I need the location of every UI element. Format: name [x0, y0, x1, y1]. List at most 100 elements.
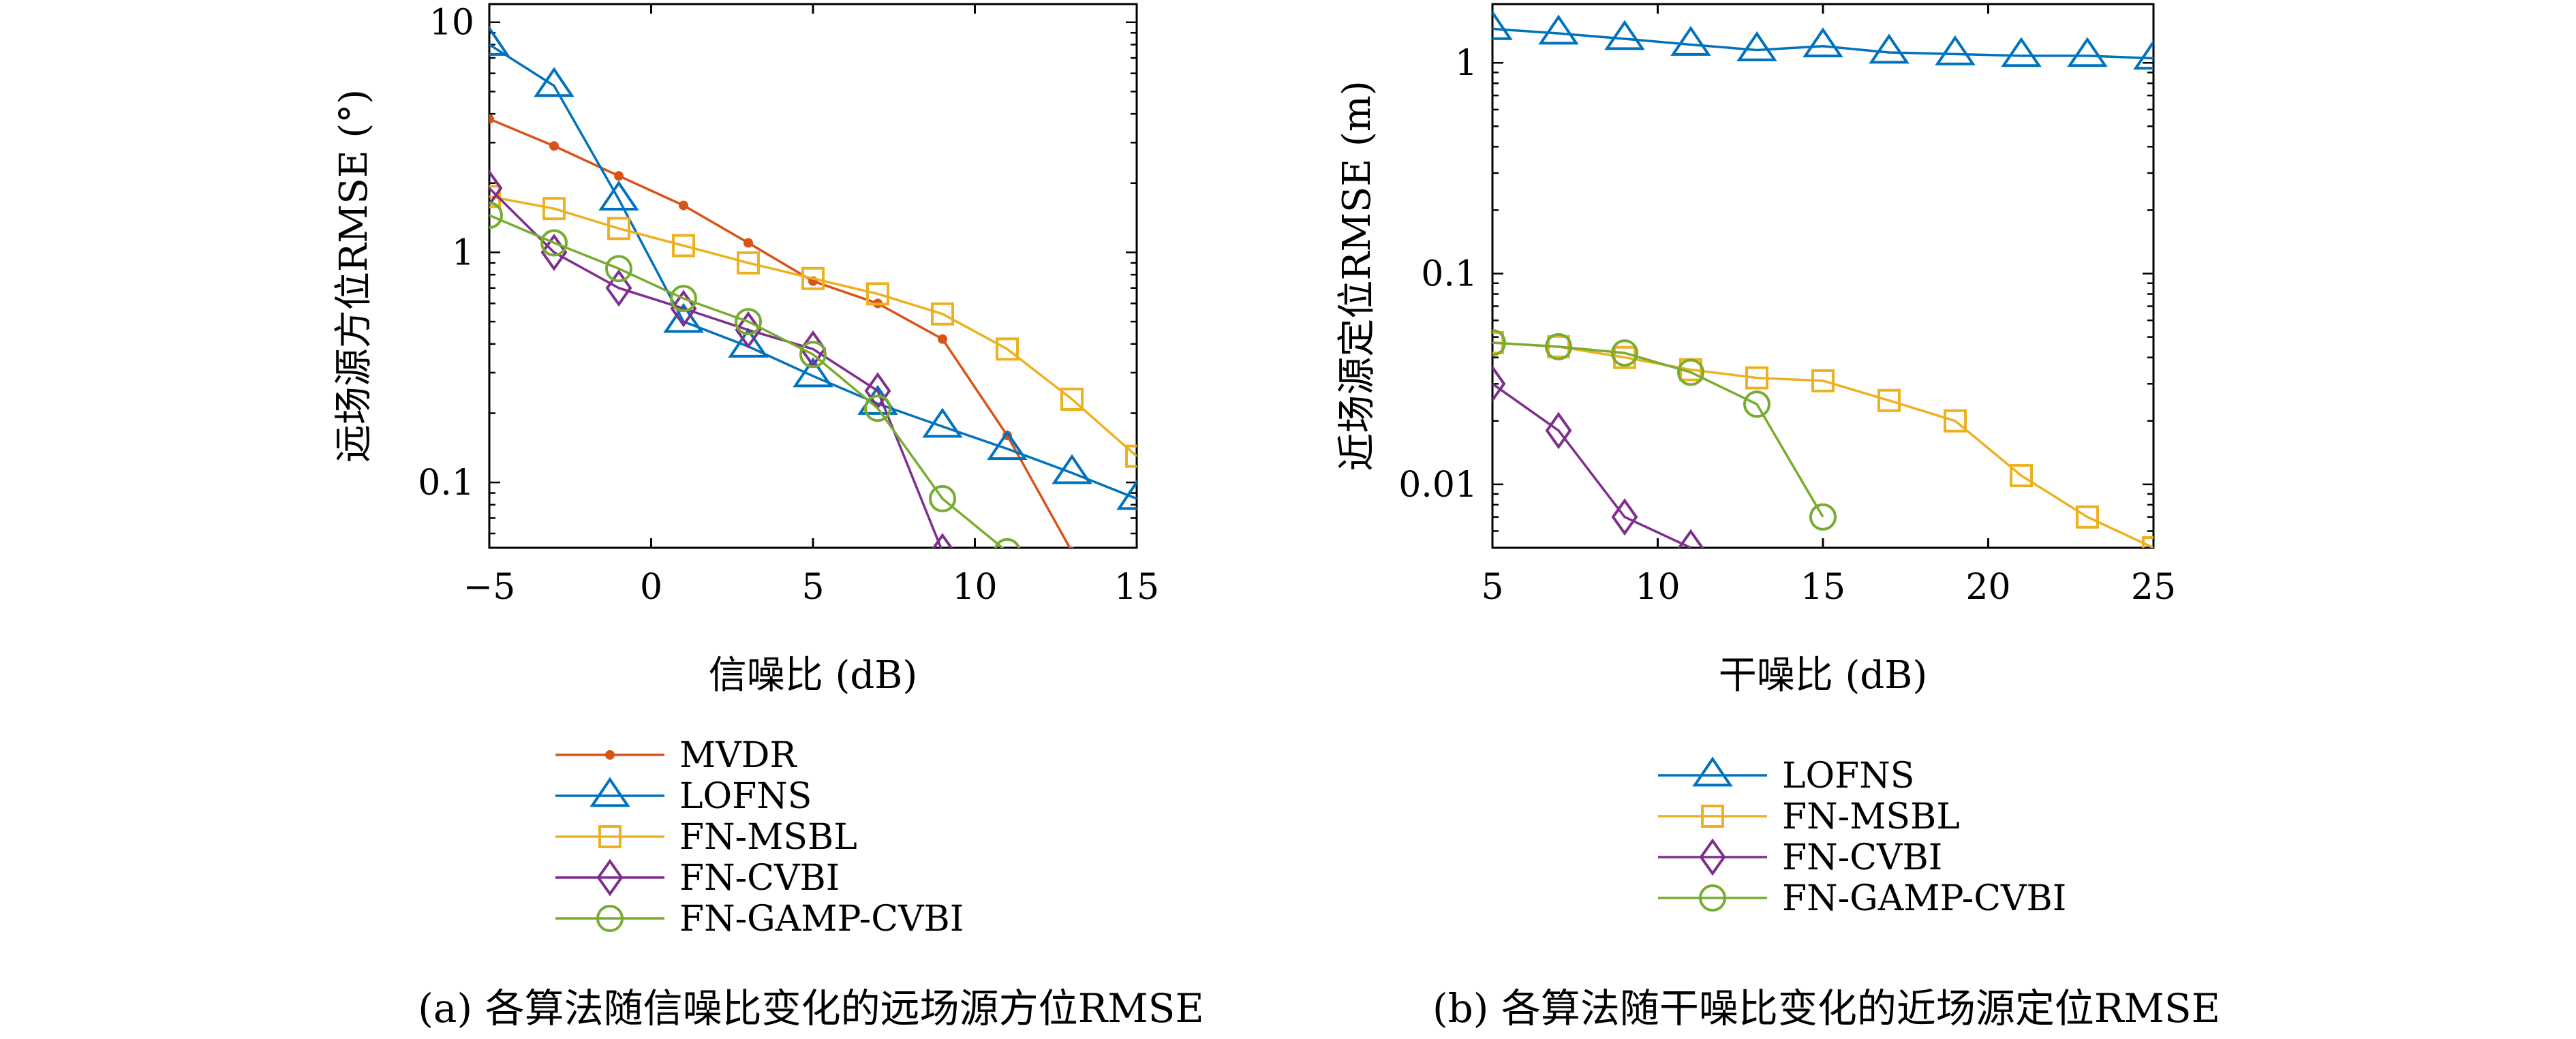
- data-point: [670, 285, 697, 313]
- data-point: [1604, 20, 1645, 50]
- data-point: [2133, 40, 2153, 70]
- plot-frame: [1491, 3, 2155, 549]
- legend-label: FN-CVBI: [1782, 837, 1942, 878]
- legend-label: FN-GAMP-CVBI: [1782, 878, 2066, 919]
- data-point: [1116, 480, 1137, 510]
- data-point: [1743, 390, 1770, 418]
- data-point: [1803, 27, 1843, 58]
- series-lofns: [489, 25, 1137, 510]
- data-point: [1611, 498, 1638, 536]
- series-fn-cvbi: [1492, 365, 1704, 548]
- data-point: [2010, 464, 2033, 488]
- data-point: [1545, 412, 1572, 450]
- data-point: [1060, 387, 1084, 411]
- data-point: [489, 25, 510, 56]
- data-point: [489, 169, 503, 207]
- data-point: [922, 407, 963, 438]
- data-point: [1944, 409, 1967, 433]
- x-tick-label: −5: [463, 567, 516, 608]
- data-point: [2001, 37, 2042, 67]
- data-point: [1538, 14, 1579, 45]
- series-line: [489, 187, 942, 548]
- x-tick-label: 5: [1481, 567, 1503, 608]
- data-point: [1052, 454, 1092, 484]
- y-tick-label: 1: [1455, 43, 1477, 84]
- legend-label: LOFNS: [679, 776, 812, 817]
- legend-marker: [598, 825, 622, 848]
- data-point: [987, 430, 1028, 461]
- data-point: [1069, 546, 1075, 548]
- data-point: [793, 357, 833, 388]
- y-tick-label: 1: [452, 232, 474, 273]
- data-point: [994, 538, 1021, 548]
- data-point: [728, 327, 769, 358]
- data-point: [1745, 366, 1768, 390]
- data-point: [2076, 505, 2099, 529]
- data-point: [931, 302, 954, 326]
- data-point: [1877, 388, 1901, 412]
- plot-frame: [488, 3, 1138, 549]
- series-line: [489, 118, 1071, 548]
- data-point: [670, 290, 697, 328]
- data-point: [614, 171, 624, 181]
- legend-marker: [1699, 884, 1726, 912]
- x-tick-label: 15: [1800, 567, 1845, 608]
- data-point: [489, 185, 501, 208]
- legend-label: FN-GAMP-CVBI: [679, 899, 964, 940]
- caption: (b) 各算法随干噪比变化的近场源定位RMSE: [1432, 985, 2220, 1032]
- data-point: [938, 334, 947, 344]
- series-fn-gamp-cvbi: [1492, 328, 1837, 531]
- data-point: [1811, 369, 1835, 392]
- x-tick-label: 25: [2131, 567, 2176, 608]
- series-line: [1492, 341, 1824, 518]
- series-fn-gamp-cvbi: [489, 201, 1021, 548]
- data-point: [489, 114, 494, 124]
- data-point: [799, 341, 827, 369]
- legend-marker: [596, 858, 624, 897]
- chart-panel-a: −5 0 5 10 15 0.1 1 10 信噪比 (dB) 远场源方位RMSE (°) MVDRL…: [332, 3, 1204, 1032]
- data-point: [598, 181, 639, 211]
- chart-panel-b: 5 10 15 20 25 0.01 0.1 1 干噪比 (dB) 近场源定位RMSE (m) LO…: [1335, 3, 2220, 1032]
- data-point: [605, 269, 632, 307]
- data-point: [1545, 332, 1572, 360]
- series-line: [489, 195, 1137, 457]
- x-tick-label: 0: [640, 567, 662, 608]
- data-point: [534, 67, 574, 97]
- data-point: [549, 141, 559, 151]
- series-line: [1492, 382, 1691, 548]
- legend-label: MVDR: [679, 735, 797, 776]
- x-tick-label: 10: [1635, 567, 1680, 608]
- y-axis-label: 近场源定位RMSE (m): [1335, 80, 1379, 471]
- legend-label: LOFNS: [1782, 756, 1914, 796]
- series-line: [489, 43, 1137, 500]
- legend-label: FN-MSBL: [1782, 796, 1960, 837]
- x-axis-label: 干噪比 (dB): [1719, 653, 1928, 698]
- data-point: [679, 200, 688, 211]
- data-point: [1670, 25, 1711, 56]
- data-point: [605, 255, 632, 283]
- y-tick-label: 0.01: [1398, 465, 1477, 506]
- data-point: [1869, 33, 1910, 64]
- y-tick-label: 0.1: [418, 463, 474, 503]
- legend-label: FN-CVBI: [679, 858, 840, 899]
- data-point: [1492, 328, 1506, 356]
- data-point: [2067, 37, 2108, 67]
- data-point: [996, 337, 1019, 361]
- series-lofns: [1492, 10, 2153, 70]
- data-point: [1935, 35, 1976, 65]
- legend-marker: [596, 905, 624, 932]
- series-line: [489, 214, 1005, 548]
- data-point: [735, 308, 762, 336]
- legend-marker: [1692, 756, 1733, 787]
- data-point: [743, 238, 753, 248]
- data-point: [929, 484, 956, 512]
- y-tick-label: 10: [429, 3, 474, 44]
- data-point: [1677, 358, 1704, 386]
- data-point: [663, 303, 704, 333]
- legend-marker: [1699, 838, 1726, 876]
- data-point: [1492, 365, 1506, 403]
- data-point: [1677, 529, 1704, 548]
